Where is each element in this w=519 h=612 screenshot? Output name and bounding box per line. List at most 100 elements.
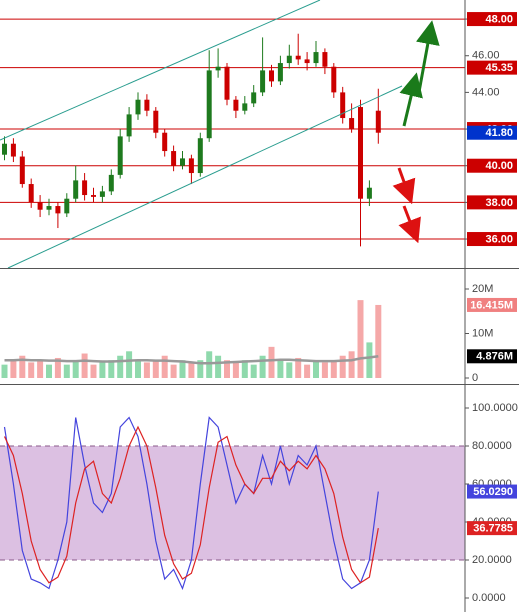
volume-bar <box>99 362 106 378</box>
price-tag-box <box>467 60 517 75</box>
price-tag-label: 36.00 <box>485 233 513 245</box>
y-tick-label: 0.0000 <box>472 592 506 604</box>
volume-bar <box>46 364 52 378</box>
volume-bar <box>241 360 248 378</box>
price-tag-label: 36.7785 <box>473 523 513 535</box>
candle-body <box>242 103 248 111</box>
volume-bar <box>268 346 275 378</box>
price-tag-box <box>467 125 517 140</box>
volume-bar <box>348 351 355 378</box>
candle-body <box>269 70 274 82</box>
price-tag-label: 45.35 <box>485 62 513 74</box>
volume-bar <box>295 357 302 378</box>
candle-body <box>144 99 150 111</box>
volume-bar <box>277 360 284 378</box>
price-tag-label: 40.00 <box>485 160 513 172</box>
volume-bar <box>286 362 293 378</box>
stoch-line <box>3 416 379 591</box>
volume-bar <box>179 360 186 378</box>
price-tag-box <box>467 349 517 364</box>
tags: 48.0045.3542.0040.0038.0036.0041.8016.41… <box>467 12 517 536</box>
price-tag-box <box>467 484 517 499</box>
candle-body <box>349 118 355 130</box>
volume-bar <box>143 362 150 378</box>
channel-upper <box>0 0 321 141</box>
volume-bar <box>197 360 204 378</box>
candle-body <box>91 195 96 197</box>
volume-bar <box>321 362 328 378</box>
volume-bar <box>215 355 222 378</box>
price-tag-box <box>467 12 517 27</box>
volume-bar <box>1 364 8 378</box>
candle-body <box>37 202 43 210</box>
arrow-up <box>399 72 423 127</box>
arrow-up <box>416 20 440 93</box>
candle-body <box>224 66 230 100</box>
candle-body <box>180 158 185 166</box>
volume-bar <box>28 362 35 378</box>
candle-body <box>28 184 34 203</box>
price-tag-label: 4.876M <box>476 351 513 363</box>
candle-body <box>215 66 221 71</box>
volume-bar <box>366 342 373 378</box>
volume-bar <box>126 351 133 378</box>
y-tick-label: 100.0000 <box>472 402 518 414</box>
candle-body <box>277 63 283 82</box>
price-tag-box <box>467 158 517 173</box>
price-tag-label: 38.00 <box>485 197 513 209</box>
candle-body <box>197 138 203 174</box>
candle-body <box>82 180 88 196</box>
volume-bar <box>206 351 213 378</box>
candle-body <box>117 136 123 175</box>
candle-body <box>260 70 266 93</box>
volume-bar <box>10 360 17 378</box>
candle-body <box>171 151 177 166</box>
candle-body <box>108 174 114 192</box>
volume-bar <box>54 357 61 378</box>
arrow-down <box>392 167 416 205</box>
volume-bar <box>224 360 230 378</box>
candle-body <box>162 132 168 152</box>
volume-bar <box>37 360 44 378</box>
volume-bar <box>72 360 79 378</box>
price-tag-label: 16.415M <box>470 299 513 311</box>
candle-body <box>188 158 194 174</box>
candle-body <box>55 206 61 214</box>
y-tick-label: 0 <box>472 372 478 384</box>
candle-body <box>366 187 372 199</box>
candle-body <box>64 198 70 214</box>
candle-body <box>331 66 337 93</box>
candle-body <box>135 99 141 115</box>
candle-body <box>2 143 7 155</box>
candle-body <box>46 206 52 210</box>
price-tag-label: 41.80 <box>485 127 513 139</box>
price-tag-label: 48.00 <box>485 13 513 25</box>
candle-body <box>295 55 301 60</box>
candle-body <box>99 191 105 197</box>
volume-ma <box>4 355 379 365</box>
volume-bar <box>170 364 177 378</box>
candle-body <box>73 180 79 199</box>
price-tag-label: 56.0290 <box>473 486 513 498</box>
candle-body <box>358 107 363 199</box>
y-tick-label: 44.00 <box>472 86 500 98</box>
volume-bar <box>117 355 124 378</box>
volume-bar <box>63 364 70 378</box>
candle-body <box>322 52 328 67</box>
candle-body <box>286 55 292 64</box>
price-tag-box <box>467 297 517 312</box>
price-tag-box <box>467 195 517 210</box>
volume-bar <box>357 300 364 378</box>
volume-bar <box>313 360 319 378</box>
volume-bar <box>19 355 26 378</box>
candle-body <box>375 110 381 133</box>
overbought-band <box>0 446 465 560</box>
volume-bar <box>375 304 382 378</box>
candle-body <box>251 92 257 104</box>
candle-body <box>19 156 25 185</box>
volume-bar <box>259 355 266 378</box>
price-tag-box <box>467 521 517 536</box>
stoch-line <box>3 425 379 584</box>
candle-body <box>153 110 159 133</box>
